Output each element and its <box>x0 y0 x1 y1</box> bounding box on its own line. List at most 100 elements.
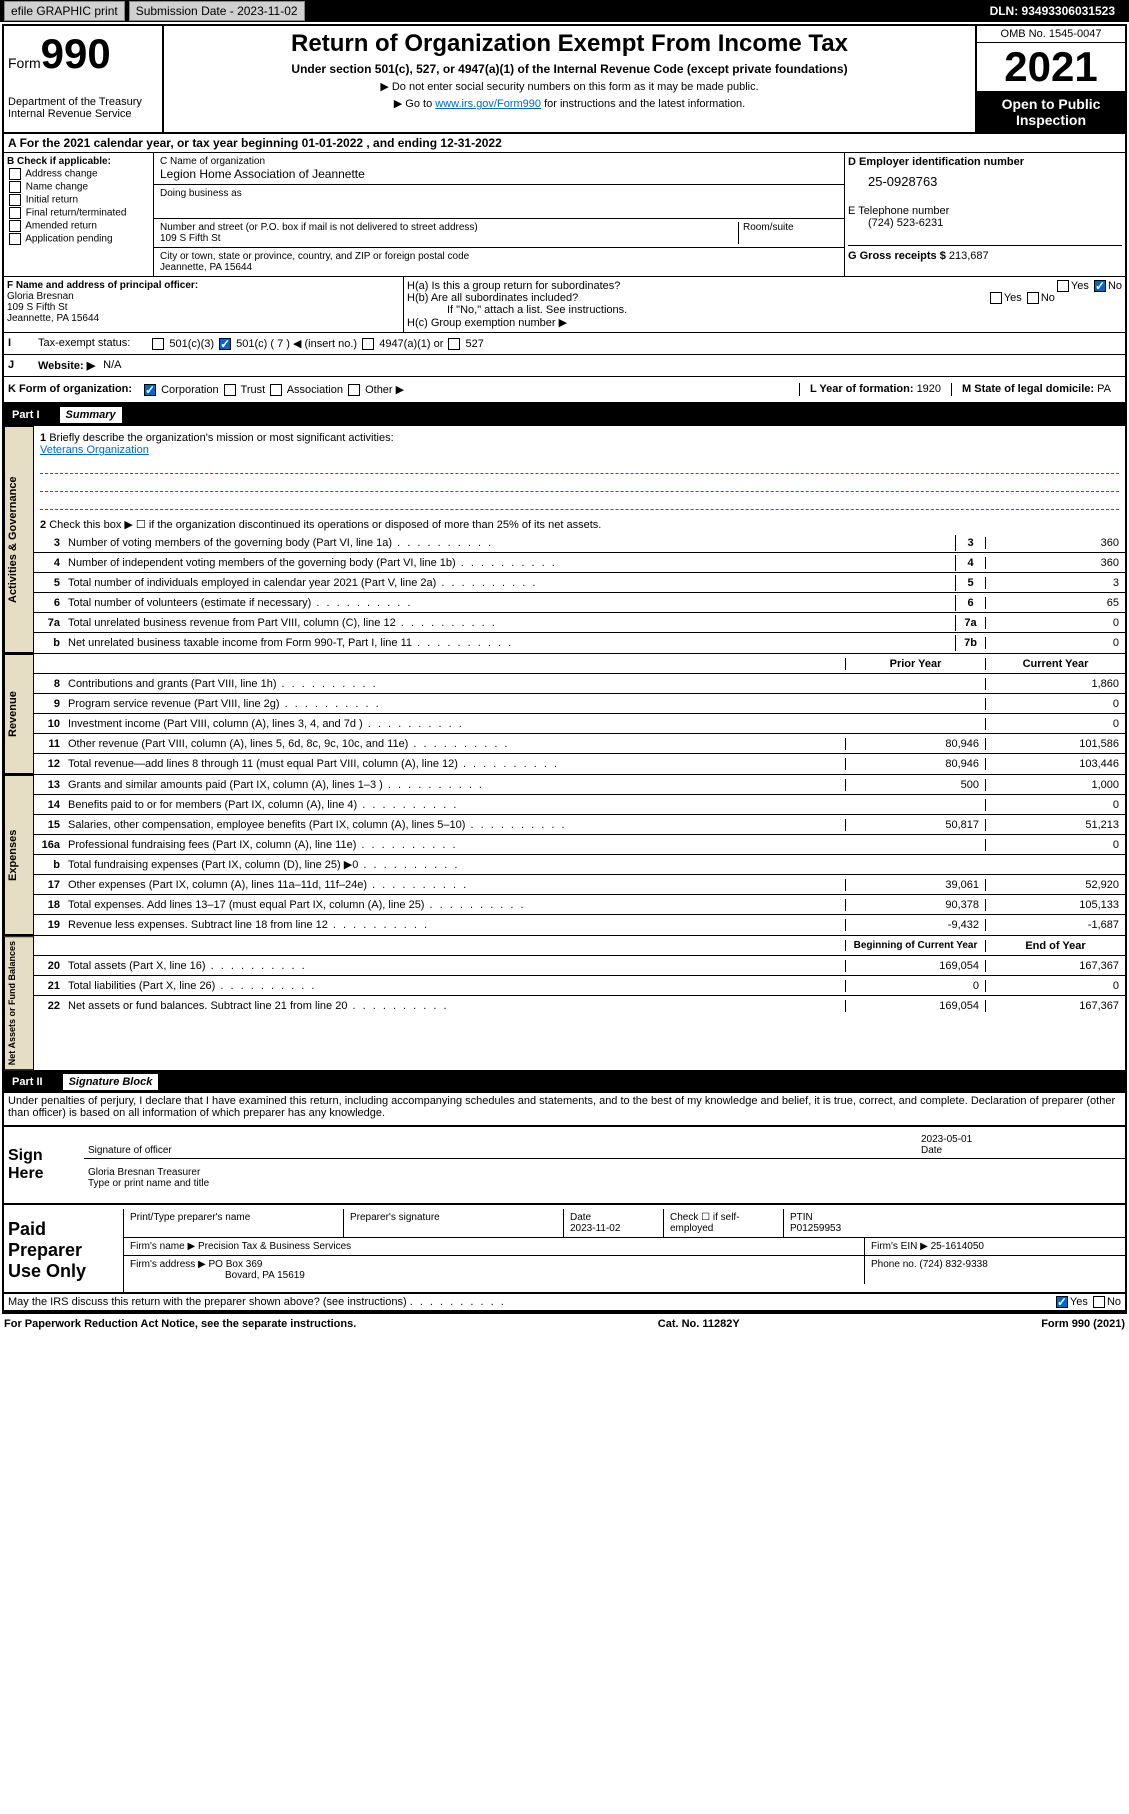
officer-street: 109 S Fifth St <box>7 302 68 313</box>
cb-amended[interactable]: Amended return <box>7 220 150 232</box>
cb-address-change[interactable]: Address change <box>7 168 150 180</box>
part1-num: Part I <box>12 409 40 421</box>
gov-line-4: 4Number of independent voting members of… <box>34 553 1125 573</box>
prep-sig-label: Preparer's signature <box>350 1212 440 1223</box>
firm-phone: (724) 832-9338 <box>919 1259 987 1270</box>
year-form-label: L Year of formation: <box>810 383 914 395</box>
revenue-section: Revenue Prior Year Current Year 8Contrib… <box>4 654 1125 775</box>
form-container: Form990 Department of the Treasury Inter… <box>2 24 1127 1314</box>
period-text: For the 2021 calendar year, or tax year … <box>20 136 502 150</box>
part1-header: Part I Summary <box>4 404 1125 426</box>
domicile: PA <box>1097 383 1111 395</box>
cb-final-return[interactable]: Final return/terminated <box>7 207 150 219</box>
gov-line-7a: 7aTotal unrelated business revenue from … <box>34 613 1125 633</box>
paid-label: Paid Preparer Use Only <box>4 1209 124 1292</box>
sign-here-label: Sign Here <box>4 1127 84 1203</box>
website-label: Website: ▶ <box>38 359 95 372</box>
org-name: Legion Home Association of Jeannette <box>160 167 838 181</box>
note-post: for instructions and the latest informat… <box>541 98 745 110</box>
website-val: N/A <box>103 359 121 372</box>
form-org-label: K Form of organization: <box>8 383 132 396</box>
sig-date: 2023-05-01 <box>921 1134 1121 1145</box>
sig-date-label: Date <box>921 1145 1121 1156</box>
row-i: I Tax-exempt status: 501(c)(3) 501(c) ( … <box>4 333 1125 355</box>
current-year-header: Current Year <box>985 658 1125 670</box>
discuss-no[interactable] <box>1093 1296 1105 1308</box>
street-cell: Number and street (or P.O. box if mail i… <box>154 219 844 248</box>
main-title: Return of Organization Exempt From Incom… <box>168 30 971 58</box>
row-j: J Website: ▶ N/A <box>4 355 1125 377</box>
end-year-header: End of Year <box>985 940 1125 952</box>
line-22: 22Net assets or fund balances. Subtract … <box>34 996 1125 1016</box>
submission-date-button[interactable]: Submission Date - 2023-11-02 <box>129 1 305 21</box>
self-emp-label: Check ☐ if self-employed <box>670 1212 740 1234</box>
cb-501c3[interactable] <box>152 338 164 350</box>
l1-text: Briefly describe the organization's miss… <box>49 432 393 444</box>
phone-label: E Telephone number <box>848 205 949 217</box>
mission-text[interactable]: Veterans Organization <box>40 444 149 456</box>
cb-trust[interactable] <box>224 384 236 396</box>
firm-addr2: Bovard, PA 15619 <box>225 1270 305 1281</box>
sign-section: Sign Here Signature of officer 2023-05-0… <box>4 1125 1125 1205</box>
rev-label: Revenue <box>4 654 34 774</box>
begin-year-header: Beginning of Current Year <box>845 940 985 951</box>
firm-ein-label: Firm's EIN ▶ <box>871 1241 928 1252</box>
governance-section: Activities & Governance 1 Briefly descri… <box>4 426 1125 654</box>
line-19: 19Revenue less expenses. Subtract line 1… <box>34 915 1125 935</box>
line-8: 8Contributions and grants (Part VIII, li… <box>34 674 1125 694</box>
prep-date: 2023-11-02 <box>570 1223 620 1234</box>
cb-527[interactable] <box>448 338 460 350</box>
org-name-label: C Name of organization <box>160 156 838 167</box>
hb-no[interactable] <box>1027 292 1039 304</box>
dba-cell: Doing business as <box>154 185 844 219</box>
net-section: Net Assets or Fund Balances Beginning of… <box>4 936 1125 1071</box>
line-15: 15Salaries, other compensation, employee… <box>34 815 1125 835</box>
ein-label: D Employer identification number <box>848 156 1024 168</box>
firm-phone-label: Phone no. <box>871 1259 917 1270</box>
line-16a: 16aProfessional fundraising fees (Part I… <box>34 835 1125 855</box>
ein: 25-0928763 <box>868 174 1122 189</box>
cb-initial-return[interactable]: Initial return <box>7 194 150 206</box>
gov-line-5: 5Total number of individuals employed in… <box>34 573 1125 593</box>
officer-city: Jeannette, PA 15644 <box>7 313 99 324</box>
box-b: B Check if applicable: Address change Na… <box>4 153 154 276</box>
addr-label: Number and street (or P.O. box if mail i… <box>160 222 738 233</box>
discuss-yes[interactable] <box>1056 1296 1068 1308</box>
period-row: A For the 2021 calendar year, or tax yea… <box>4 134 1125 153</box>
ha-no[interactable] <box>1094 280 1106 292</box>
cb-4947[interactable] <box>362 338 374 350</box>
part2-header: Part II Signature Block <box>4 1071 1125 1093</box>
line-13: 13Grants and similar amounts paid (Part … <box>34 775 1125 795</box>
cb-501c[interactable] <box>219 338 231 350</box>
footer-left: For Paperwork Reduction Act Notice, see … <box>4 1318 356 1330</box>
sig-name-label: Type or print name and title <box>88 1178 209 1189</box>
firm-addr1: PO Box 369 <box>209 1259 263 1270</box>
brief-desc: 1 Briefly describe the organization's mi… <box>34 426 1125 516</box>
prior-year-header: Prior Year <box>845 658 985 670</box>
dba-label: Doing business as <box>160 188 838 199</box>
dln-label: DLN: 93493306031523 <box>984 2 1121 20</box>
hc-label: H(c) Group exemption number ▶ <box>407 316 1122 329</box>
domicile-label: M State of legal domicile: <box>962 383 1094 395</box>
gross-receipts: 213,687 <box>949 250 989 262</box>
phone: (724) 523-6231 <box>868 217 1122 229</box>
cb-corp[interactable] <box>144 384 156 396</box>
ha-yes[interactable] <box>1057 280 1069 292</box>
ptin: P01259953 <box>790 1223 841 1234</box>
form-header-row: Form990 Department of the Treasury Inter… <box>4 26 1125 134</box>
hb-note: If "No," attach a list. See instructions… <box>447 304 1122 316</box>
box-h: H(a) Is this a group return for subordin… <box>404 277 1125 332</box>
cb-app-pending[interactable]: Application pending <box>7 233 150 245</box>
omb-number: OMB No. 1545-0047 <box>977 26 1125 43</box>
irs-link[interactable]: www.irs.gov/Form990 <box>435 98 541 110</box>
officer-label: F Name and address of principal officer: <box>7 280 198 291</box>
gov-label: Activities & Governance <box>4 426 34 653</box>
form-word: Form <box>8 55 41 71</box>
sig-officer-label: Signature of officer <box>88 1145 921 1156</box>
efile-print-button[interactable]: efile GRAPHIC print <box>4 1 125 21</box>
cb-other[interactable] <box>348 384 360 396</box>
cb-assoc[interactable] <box>270 384 282 396</box>
discuss-row: May the IRS discuss this return with the… <box>4 1294 1125 1312</box>
hb-yes[interactable] <box>990 292 1002 304</box>
cb-name-change[interactable]: Name change <box>7 181 150 193</box>
